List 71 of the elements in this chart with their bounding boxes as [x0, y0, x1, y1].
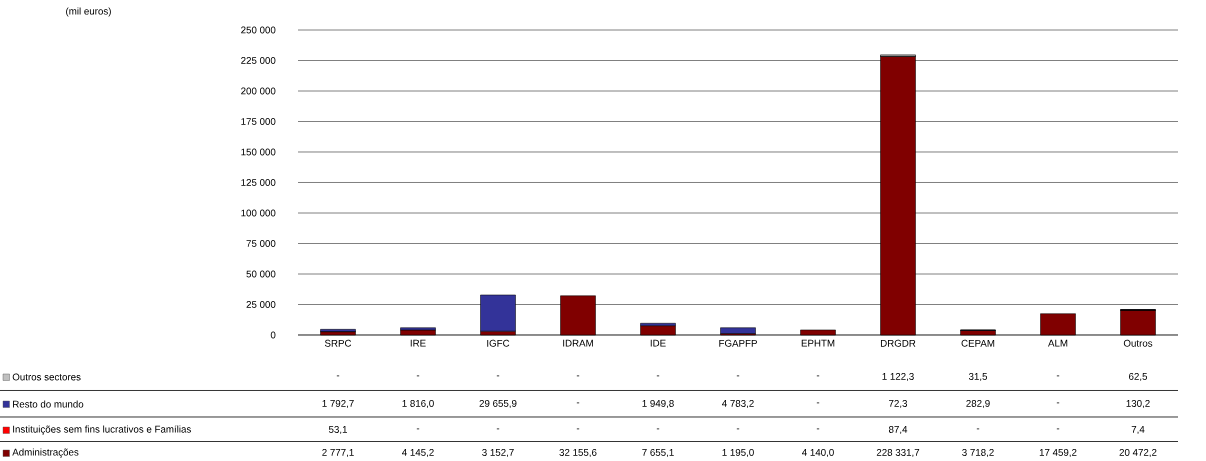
data-label: 53,1 [328, 425, 347, 435]
y-tick-label: 75 000 [246, 240, 276, 247]
text: - [816, 428, 820, 430]
data-label: 2 777,1 [322, 448, 354, 458]
data-label: 1 949,8 [642, 399, 674, 409]
text: - [416, 375, 420, 377]
data-label: 4 783,2 [722, 399, 754, 409]
x-tick-label: SRPC [324, 339, 352, 347]
data-label: 1 792,7 [322, 399, 354, 409]
data-label: 1 816,0 [402, 399, 434, 409]
x-tick-label: CEPAM [961, 339, 995, 347]
y-tick-label: 25 000 [246, 301, 276, 308]
text: - [576, 402, 580, 404]
data-label: 17 459,2 [1039, 448, 1077, 458]
text: - [736, 428, 740, 430]
x-tick-label: IGFC [487, 339, 510, 347]
text: - [416, 428, 420, 430]
text: - [1056, 375, 1060, 377]
data-label: 1 122,3 [882, 372, 914, 382]
x-tick-label: IDE [650, 339, 666, 347]
y-tick-label: 100 000 [241, 209, 276, 217]
y-tick-label: 250 000 [241, 26, 276, 34]
x-tick-label: IRE [410, 339, 426, 347]
y-tick-label: 0 [270, 331, 276, 339]
y-tick-label: 50 000 [246, 270, 276, 278]
data-label: 62,5 [1129, 372, 1148, 382]
data-label: 87,4 [888, 425, 908, 435]
x-tick-label: IDRAM [563, 339, 593, 347]
x-tick-label: FGAPFP [719, 339, 757, 347]
x-tick-label: EPHTM [801, 339, 835, 347]
data-label: 7,4 [1131, 426, 1145, 434]
text: - [656, 428, 660, 430]
text: - [496, 428, 500, 430]
text: - [736, 375, 740, 377]
data-label: 282,9 [966, 399, 990, 409]
data-label: 31,5 [968, 372, 988, 382]
text: - [976, 428, 980, 430]
data-label: 3 152,7 [482, 448, 514, 458]
legend-label: Administrações [12, 448, 79, 458]
data-label: 3 718,2 [962, 448, 994, 458]
text: - [576, 375, 580, 377]
text: - [1056, 428, 1060, 430]
text: - [816, 402, 820, 404]
text: - [496, 375, 500, 377]
data-label: 32 155,6 [559, 448, 597, 458]
y-tick-label: 200 000 [241, 87, 276, 95]
data-label: 72,3 [889, 399, 908, 409]
data-label: 228 331,7 [876, 448, 920, 458]
text: - [656, 375, 660, 377]
y-tick-label: 175 000 [241, 118, 276, 125]
data-label: 20 472,2 [1119, 448, 1157, 458]
text: - [816, 375, 820, 377]
text: - [336, 375, 340, 377]
data-label: 29 655,9 [479, 399, 517, 409]
data-label: 4 140,0 [802, 448, 834, 458]
legend-label: Resto do mundo [13, 400, 84, 408]
x-tick-label: ALM [1048, 339, 1068, 347]
text: - [1056, 402, 1060, 404]
text: (mil euros) [66, 7, 111, 17]
data-label: 1 195,0 [722, 448, 754, 458]
legend-label: Outros sectores [12, 373, 81, 381]
y-tick-label: 150 000 [241, 148, 276, 156]
data-label: 4 145,2 [402, 448, 434, 458]
legend-label: Instituições sem fins lucrativos e Famílias [13, 425, 191, 435]
x-tick-label: Outros [1123, 339, 1153, 347]
data-label: 7 655,1 [642, 448, 674, 458]
text: - [576, 428, 580, 430]
y-tick-label: 225 000 [241, 57, 276, 64]
x-tick-label: DRGDR [880, 339, 916, 347]
y-tick-label: 125 000 [241, 179, 276, 186]
data-label: 130,2 [1126, 399, 1150, 409]
